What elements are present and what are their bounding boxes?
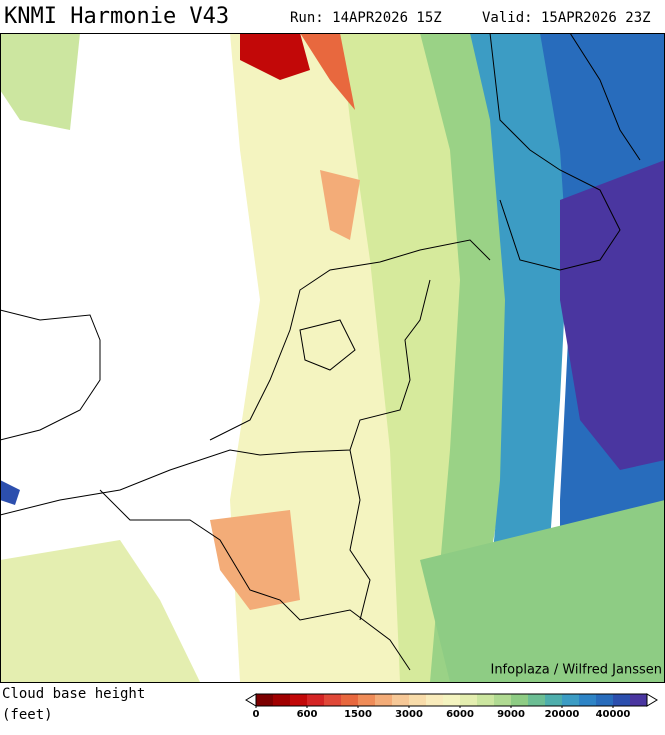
colorbar-swatch [630, 694, 647, 706]
colorbar-swatch [341, 694, 358, 706]
colorbar-swatch [409, 694, 426, 706]
colorbar-swatch [375, 694, 392, 706]
colorbar-tick-label: 0 [253, 709, 260, 720]
colorbar-swatch [596, 694, 613, 706]
credit: Infoplaza / Wilfred Janssen [490, 663, 662, 678]
colorbar-swatch [358, 694, 375, 706]
colorbar-swatch [562, 694, 579, 706]
colorbar-swatch [256, 694, 273, 706]
colorbar-swatch [545, 694, 562, 706]
colorbar-tick-label: 6000 [446, 709, 474, 720]
colorbar-swatch [324, 694, 341, 706]
legend-unit: (feet) [2, 707, 53, 723]
colorbar-tick-label: 1500 [344, 709, 372, 720]
colorbar-swatch [426, 694, 443, 706]
map: Infoplaza / Wilfred Janssen [0, 33, 665, 682]
colorbar-swatch [528, 694, 545, 706]
colorbar-tick-label: 20000 [545, 709, 580, 720]
valid-time: Valid: 15APR2026 23Z [482, 10, 651, 26]
colorbar-swatch [579, 694, 596, 706]
colorbar-swatch [511, 694, 528, 706]
colorbar-tick-label: 9000 [497, 709, 525, 720]
colorbar-swatch [392, 694, 409, 706]
legend-title: Cloud base height [2, 686, 145, 702]
colorbar-tick-label: 40000 [596, 709, 631, 720]
colorbar-tick-label: 600 [297, 709, 318, 720]
colorbar-tick-label: 3000 [395, 709, 423, 720]
colorbar: 0 600 1500 3000 6000 9000 20000 40000 [245, 693, 658, 720]
title: KNMI Harmonie V43 [4, 4, 229, 29]
run-time: Run: 14APR2026 15Z [290, 10, 442, 26]
colorbar-arrow-high [646, 693, 658, 707]
colorbar-swatch [494, 694, 511, 706]
colorbar-swatch [290, 694, 307, 706]
colorbar-swatch [307, 694, 324, 706]
colorbar-swatch [273, 694, 290, 706]
colorbar-swatch [443, 694, 460, 706]
colorbar-frame [255, 693, 648, 707]
colorbar-swatch [460, 694, 477, 706]
colorbar-swatch [477, 694, 494, 706]
colorbar-swatch [613, 694, 630, 706]
colorbar-arrow-low [245, 693, 257, 707]
